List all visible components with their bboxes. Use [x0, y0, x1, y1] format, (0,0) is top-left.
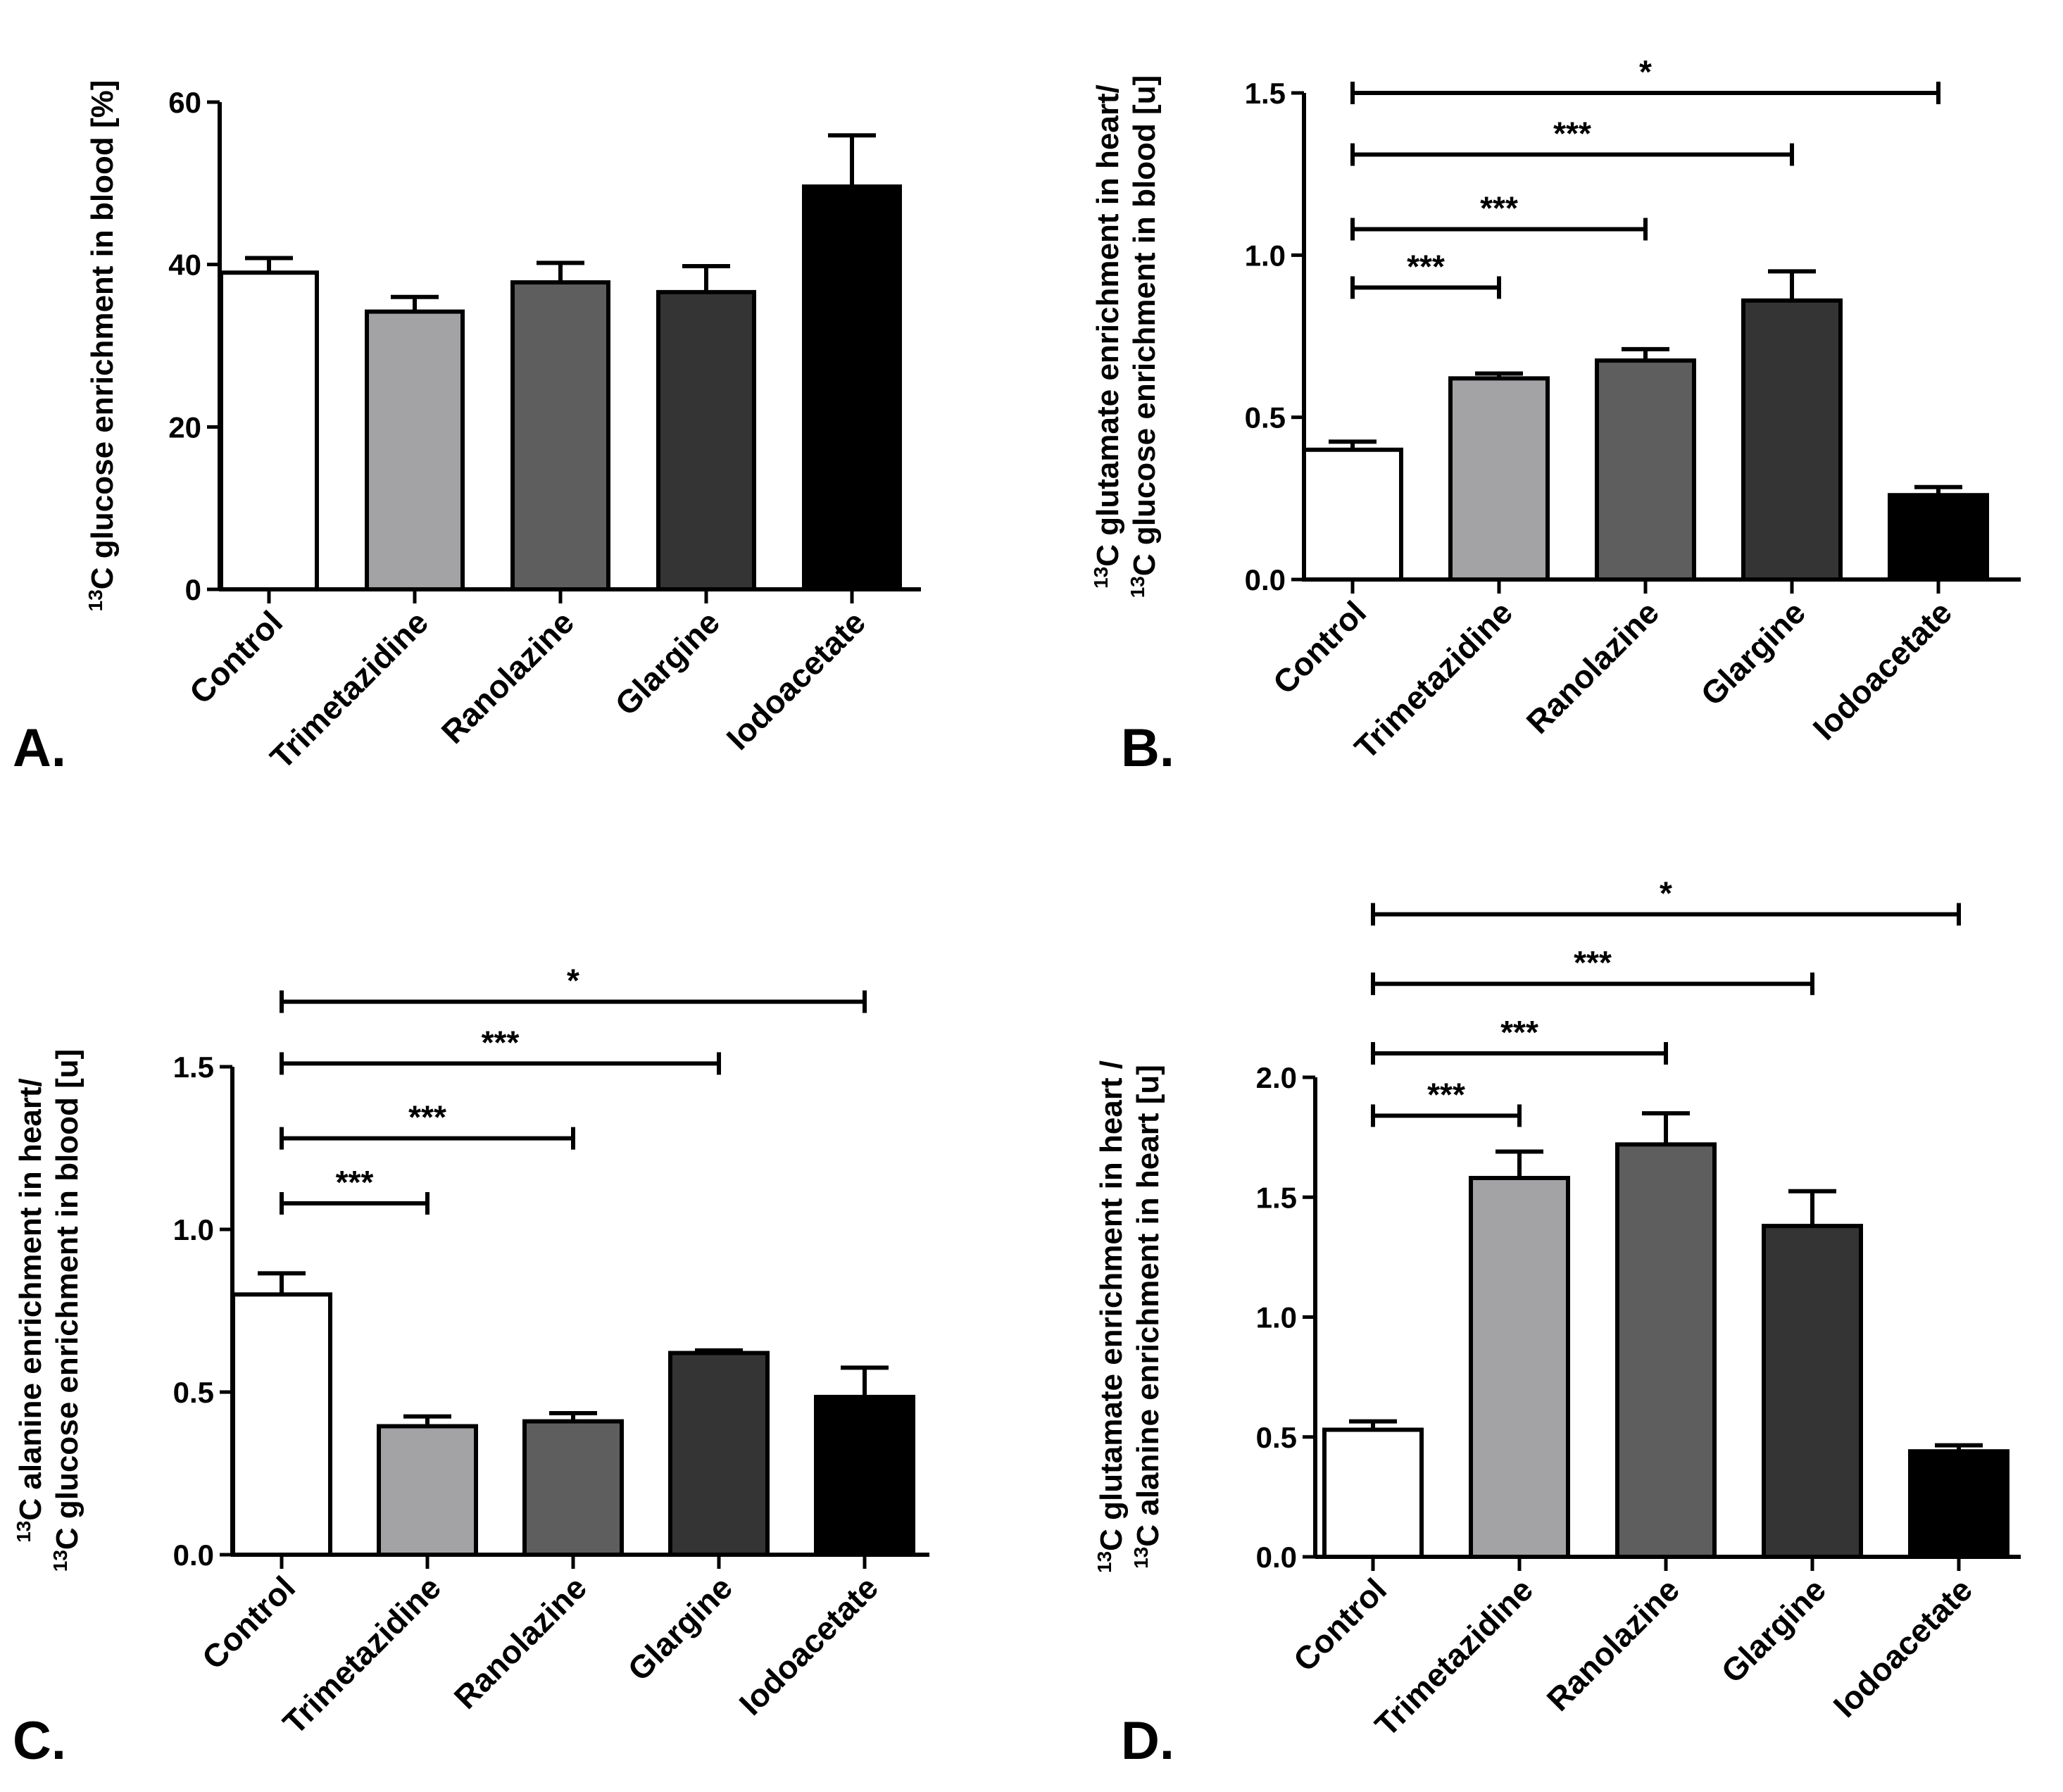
bar-iodoacetate: [814, 1394, 915, 1558]
category-label: Ranolazine: [434, 603, 581, 750]
panel-label: D.: [1121, 1711, 1174, 1771]
category-label: Iodoacetate: [732, 1569, 886, 1722]
y-tick-label: 40: [168, 249, 201, 282]
y-axis-label-superscript: 13: [1090, 567, 1112, 589]
y-tick-label: 60: [168, 86, 201, 119]
significance-label: ***: [1480, 189, 1518, 226]
y-tick-label: 0.0: [1256, 1541, 1297, 1574]
bar-control: [1302, 447, 1403, 582]
bar-glargine: [668, 1351, 770, 1558]
panel-label: A.: [13, 718, 66, 778]
y-axis-label-text: C glucose enrichment in blood [u]: [1127, 75, 1162, 576]
bar-iodoacetate: [1888, 493, 1989, 582]
significance-label: ***: [1500, 1014, 1538, 1051]
y-axis-label-superscript: 13: [13, 1521, 35, 1543]
category-label: Ranolazine: [1519, 594, 1666, 740]
category-label: Glargine: [620, 1569, 739, 1688]
bar-glargine: [656, 289, 756, 591]
bar-ranolazine: [510, 280, 610, 591]
bar-control: [231, 1292, 332, 1558]
significance-label: ***: [482, 1024, 520, 1060]
y-axis-label: 13C glucose enrichment in blood [u]: [1127, 75, 1162, 599]
significance-label: *: [1639, 54, 1652, 90]
y-axis-label-text: C glucose enrichment in blood [%]: [85, 80, 120, 590]
y-axis-label-superscript: 13: [1127, 576, 1148, 598]
category-label: Ranolazine: [447, 1569, 594, 1715]
y-axis-label: 13C glucose enrichment in blood [u]: [49, 1049, 85, 1572]
y-axis-label-text: C glucose enrichment in blood [u]: [50, 1049, 84, 1550]
y-tick-label: 1.0: [1245, 239, 1286, 272]
y-axis-label-superscript: 13: [1093, 1551, 1115, 1573]
bar-ranolazine: [1595, 358, 1696, 582]
category-label: Iodoacetate: [720, 603, 873, 757]
y-tick-label: 0.0: [173, 1539, 214, 1572]
bar-glargine: [1741, 298, 1843, 582]
y-tick-label: 0: [185, 573, 201, 606]
bar-trimetazidine: [377, 1424, 478, 1558]
bar-trimetazidine: [365, 309, 465, 591]
y-axis-label-superscript: 13: [1130, 1547, 1152, 1569]
category-label: Control: [1286, 1571, 1393, 1678]
significance-label: ***: [1407, 248, 1445, 284]
y-axis-label: 13C glutamate enrichment in heart /: [1093, 1060, 1129, 1573]
significance-label: *: [567, 963, 579, 999]
y-tick-label: 0.5: [1256, 1421, 1297, 1454]
category-label: Glargine: [608, 603, 727, 722]
bar-ranolazine: [1615, 1142, 1717, 1559]
y-axis-label-text: C glutamate enrichment in heart/: [1091, 84, 1125, 567]
panel-label: C.: [13, 1711, 66, 1771]
category-label: Control: [195, 1569, 302, 1676]
y-tick-label: 2.0: [1256, 1061, 1297, 1094]
category-label: Control: [1266, 594, 1373, 701]
y-axis-label: 13C glutamate enrichment in heart/: [1090, 84, 1126, 589]
y-axis-label-text: C alanine enrichment in heart [u]: [1131, 1065, 1165, 1547]
bar-control: [1322, 1427, 1424, 1560]
y-tick-label: 1.0: [1256, 1301, 1297, 1334]
y-tick-label: 0.5: [1245, 401, 1286, 434]
bar-iodoacetate: [802, 184, 902, 591]
bar-trimetazidine: [1469, 1176, 1570, 1559]
significance-label: ***: [1553, 115, 1591, 152]
y-tick-label: 20: [168, 411, 201, 444]
significance-label: ***: [408, 1099, 446, 1136]
category-label: Iodoacetate: [1826, 1571, 1980, 1724]
bar-glargine: [1762, 1224, 1863, 1559]
bar-iodoacetate: [1908, 1449, 2009, 1559]
category-label: Trimetazidine: [1347, 594, 1519, 766]
y-axis-label: 13C alanine enrichment in heart [u]: [1130, 1065, 1166, 1569]
category-label: Glargine: [1714, 1571, 1833, 1690]
y-axis-label-text: C glutamate enrichment in heart /: [1094, 1060, 1129, 1551]
category-label: Ranolazine: [1540, 1571, 1686, 1717]
significance-label: ***: [1574, 944, 1612, 981]
y-tick-label: 1.5: [1256, 1181, 1297, 1214]
bar-ranolazine: [522, 1419, 624, 1557]
category-label: Trimetazidine: [1367, 1571, 1540, 1743]
category-label: Iodoacetate: [1806, 594, 1959, 747]
y-axis-label-superscript: 13: [49, 1550, 71, 1572]
y-tick-label: 1.0: [173, 1213, 214, 1246]
y-axis-label-text: C alanine enrichment in heart/: [13, 1078, 48, 1520]
y-axis-label-superscript: 13: [84, 589, 106, 611]
y-axis-label: 13C glucose enrichment in blood [%]: [84, 80, 120, 612]
bar-trimetazidine: [1448, 376, 1550, 582]
category-label: Control: [182, 603, 289, 710]
y-tick-label: 0.5: [173, 1376, 214, 1409]
y-tick-label: 0.0: [1245, 563, 1286, 596]
y-axis-label: 13C alanine enrichment in heart/: [13, 1078, 49, 1543]
panel-label: B.: [1121, 718, 1174, 778]
y-tick-label: 1.5: [173, 1051, 214, 1084]
bar-control: [219, 270, 319, 591]
panel-c: 0.00.51.01.5ControlTrimetazidineRanolazi…: [13, 963, 929, 1771]
category-label: Glargine: [1693, 594, 1812, 713]
significance-label: *: [1660, 875, 1672, 911]
y-tick-label: 1.5: [1245, 77, 1286, 110]
significance-label: ***: [1427, 1076, 1465, 1113]
significance-label: ***: [336, 1164, 374, 1201]
